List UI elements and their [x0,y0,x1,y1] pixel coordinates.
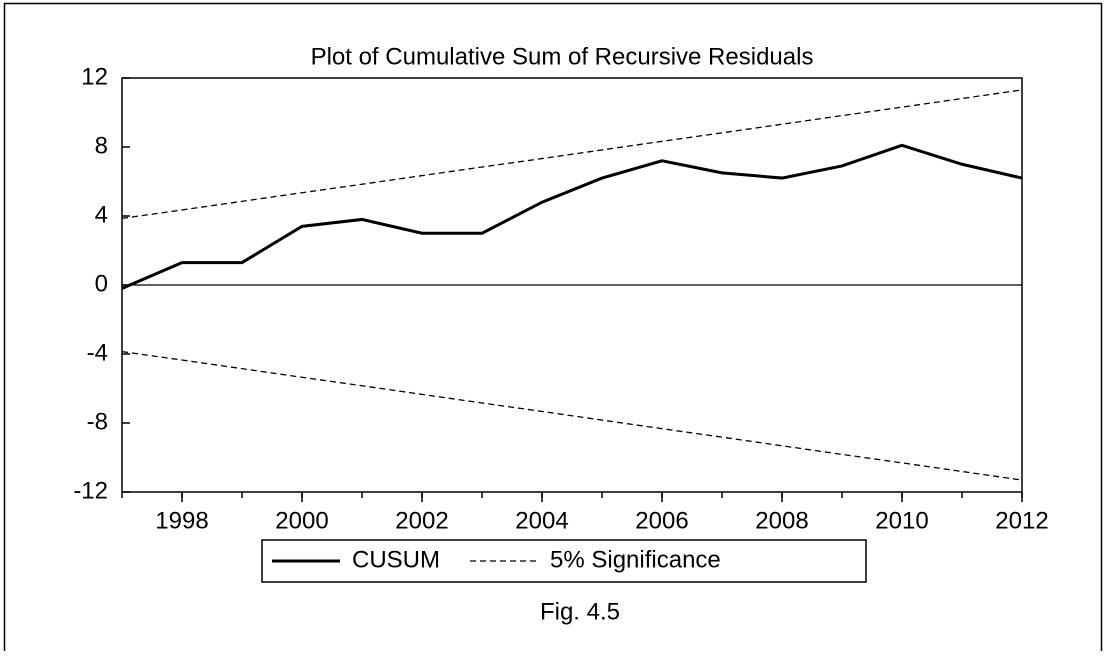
y-tick-label: -8 [87,408,108,435]
y-tick-label: -4 [87,339,108,366]
y-tick-label: 8 [95,132,108,159]
y-tick-label: 4 [95,201,108,228]
x-tick-label: 2010 [875,507,928,534]
cusum-line [121,143,1023,290]
x-tick-label: 2002 [395,507,448,534]
y-tick-label: 0 [95,270,108,297]
x-tick-label: 1998 [155,507,208,534]
x-tick-label: 2004 [515,507,568,534]
chart-title: Plot of Cumulative Sum of Recursive Resi… [311,43,814,70]
frame [3,2,1103,656]
x-tick-label: 2006 [635,507,688,534]
legend-box [261,539,867,583]
band-line [121,350,1023,481]
x-tick-label: 2000 [275,507,328,534]
legend-label: 5% Significance [550,546,721,573]
x-tick-label: 2008 [755,507,808,534]
y-tick-label: -12 [73,477,108,504]
caption: Fig. 4.5 [540,598,620,625]
band-line [121,89,1023,220]
legend-label: CUSUM [352,546,440,573]
y-tick-label: 12 [81,63,108,90]
x-tick-label: 2012 [995,507,1048,534]
